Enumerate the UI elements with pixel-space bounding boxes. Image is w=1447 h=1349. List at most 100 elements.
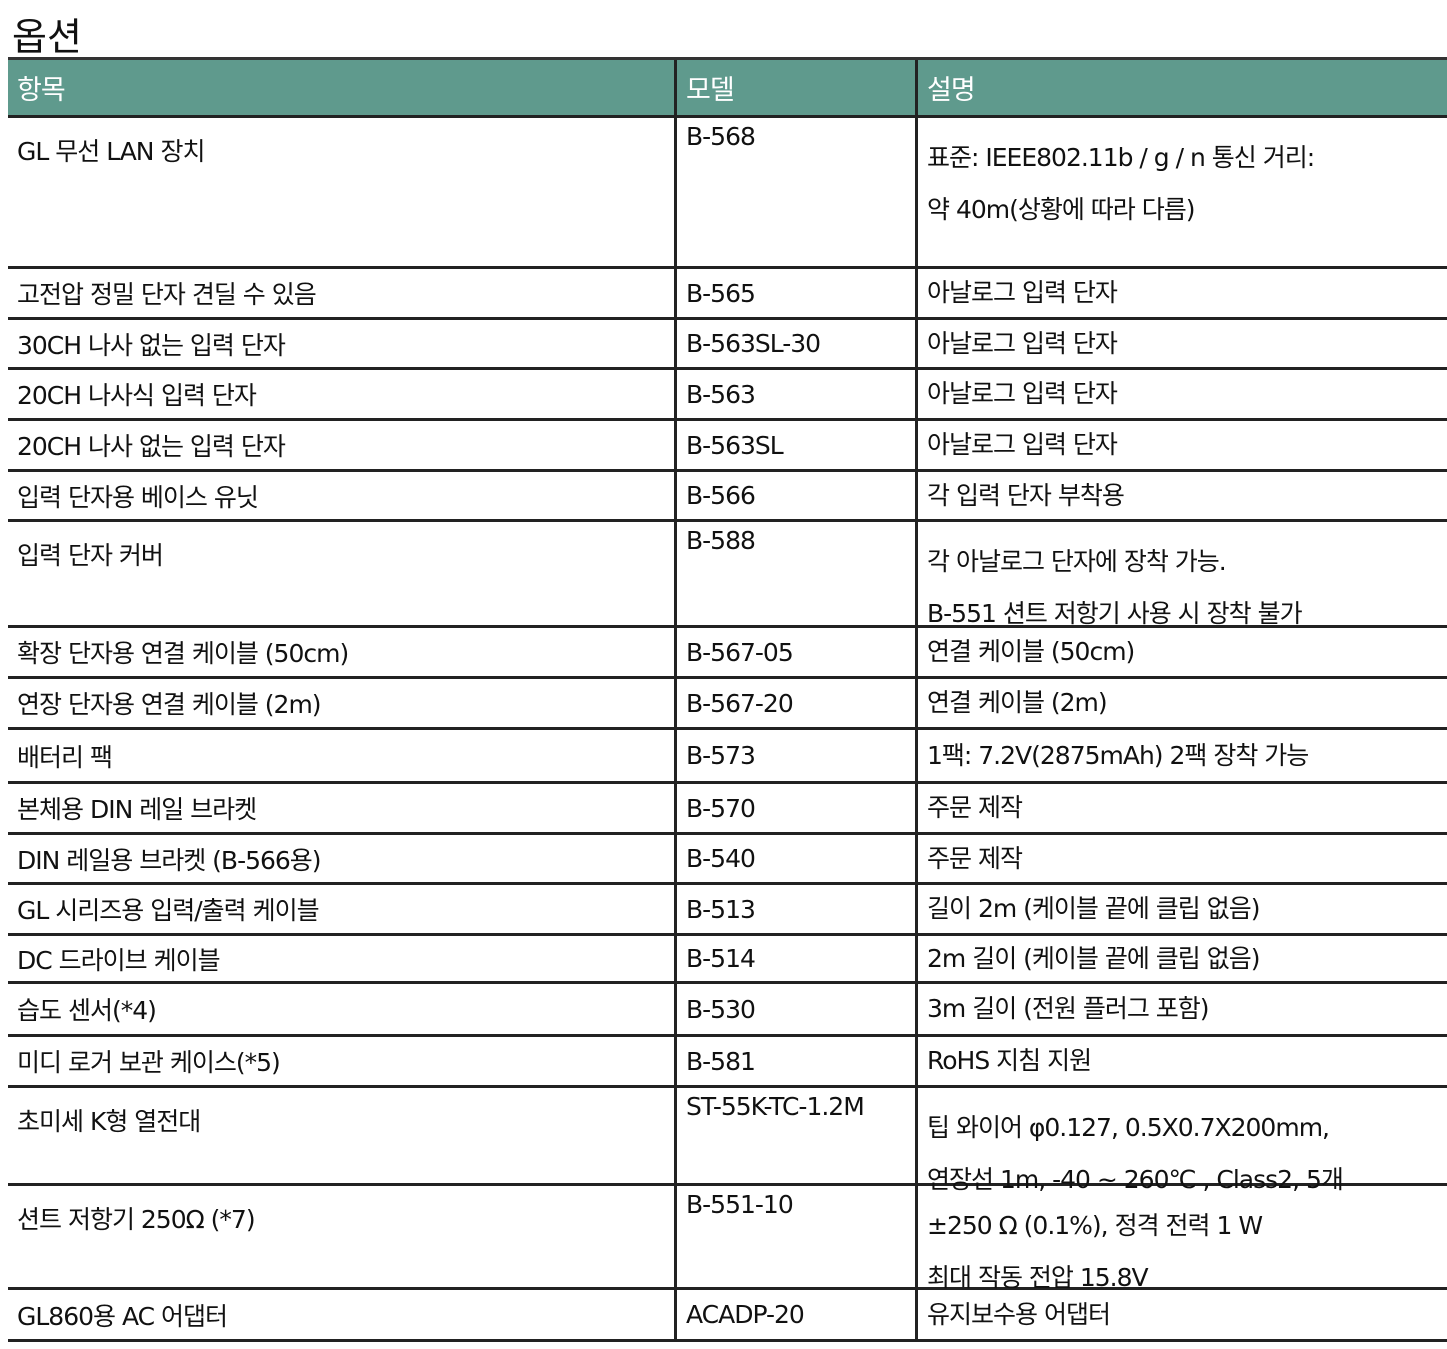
model-cell: B-570 (677, 784, 918, 832)
table-header: 항목 모델 설명 (8, 57, 1447, 118)
item-cell: 확장 단자용 연결 케이블 (50cm) (8, 628, 677, 676)
model-cell: B-530 (677, 984, 918, 1034)
description-line: 아날로그 입력 단자 (927, 278, 1118, 307)
description-line: 팁 와이어 φ0.127, 0.5X0.7X200mm, (927, 1113, 1330, 1142)
description-line: 아날로그 입력 단자 (927, 379, 1118, 408)
table-row: DC 드라이브 케이블 B-514 2m 길이 (케이블 끝에 클립 없음) (8, 936, 1447, 984)
description-cell: 주문 제작 (918, 835, 1447, 882)
item-cell: GL860용 AC 어댑터 (8, 1290, 677, 1339)
table-row: 입력 단자용 베이스 유닛 B-566 각 입력 단자 부착용 (8, 472, 1447, 522)
description-cell: 표준: IEEE802.11b / g / n 통신 거리: 약 40m(상황에 … (918, 118, 1447, 266)
item-cell: DIN 레일용 브라켓 (B-566용) (8, 835, 677, 882)
header-cell: 설명 (927, 75, 976, 106)
table-row: 연장 단자용 연결 케이블 (2m) B-567-20 연결 케이블 (2m) (8, 679, 1447, 730)
item-cell: 션트 저항기 250Ω (*7) (8, 1186, 677, 1287)
description-line: 주문 제작 (927, 793, 1023, 822)
description-cell: 아날로그 입력 단자 (918, 269, 1447, 317)
table-row: 20CH 나사식 입력 단자 B-563 아날로그 입력 단자 (8, 370, 1447, 421)
item-cell: 20CH 나사식 입력 단자 (8, 370, 677, 418)
model-cell: B-567-05 (677, 628, 918, 676)
description-cell: 길이 2m (케이블 끝에 클립 없음) (918, 885, 1447, 933)
description-line: ±250 Ω (0.1%), 정격 전력 1 W (927, 1211, 1263, 1240)
item-cell: 20CH 나사 없는 입력 단자 (8, 421, 677, 469)
model-cell: B-513 (677, 885, 918, 933)
model-cell: B-568 (677, 118, 918, 266)
model-cell: B-563SL-30 (677, 320, 918, 367)
model-cell: B-588 (677, 522, 918, 625)
description-line: 주문 제작 (927, 843, 1023, 873)
table-row: 초미세 K형 열전대 ST-55K-TC-1.2M 팁 와이어 φ0.127, 0.… (8, 1088, 1447, 1194)
item-cell: 입력 단자용 베이스 유닛 (8, 472, 677, 519)
description-cell: 연결 케이블 (50cm) (918, 628, 1447, 676)
description-line: 길이 2m (케이블 끝에 클립 없음) (927, 894, 1261, 923)
description-cell: RoHS 지침 지원 (918, 1037, 1447, 1085)
table-row: GL860용 AC 어댑터 ACADP-20 유지보수용 어댑터 (8, 1290, 1447, 1342)
description-line: 2m 길이 (케이블 끝에 클립 없음) (927, 943, 1261, 973)
description-line: 약 40m(상황에 따라 다름) (927, 195, 1196, 224)
table-row: 본체용 DIN 레일 브라켓 B-570 주문 제작 (8, 784, 1447, 835)
model-cell: B-563SL (677, 421, 918, 469)
description-cell: 아날로그 입력 단자 (918, 320, 1447, 367)
description-line: 유지보수용 어댑터 (927, 1299, 1111, 1329)
model-cell: B-581 (677, 1037, 918, 1085)
item-cell: GL 시리즈용 입력/출력 케이블 (8, 885, 677, 933)
model-cell: B-563 (677, 370, 918, 418)
description-line: 연결 케이블 (50cm) (927, 637, 1135, 666)
table-row: 고전압 정밀 단자 견딜 수 있음 B-565 아날로그 입력 단자 (8, 269, 1447, 320)
item-cell: 30CH 나사 없는 입력 단자 (8, 320, 677, 367)
table-row: 확장 단자용 연결 케이블 (50cm) B-567-05 연결 케이블 (50cm… (8, 628, 1447, 679)
description-line: B-551 션트 저항기 사용 시 장착 불가 (927, 599, 1303, 628)
description-line: 3m 길이 (전원 플러그 포함) (927, 994, 1210, 1023)
description-cell: 2m 길이 (케이블 끝에 클립 없음) (918, 936, 1447, 981)
table-row: GL 무선 LAN 장치 B-568 표준: IEEE802.11b / g / n… (8, 118, 1447, 269)
description-line: RoHS 지침 지원 (927, 1046, 1092, 1075)
item-cell: 고전압 정밀 단자 견딜 수 있음 (8, 269, 677, 317)
description-cell: 1팩: 7.2V(2875mAh) 2팩 장착 가능 (918, 730, 1447, 781)
item-cell: 연장 단자용 연결 케이블 (2m) (8, 679, 677, 727)
description-line: 아날로그 입력 단자 (927, 430, 1118, 459)
model-cell: B-514 (677, 936, 918, 981)
description-cell: 3m 길이 (전원 플러그 포함) (918, 984, 1447, 1034)
item-cell: 미디 로거 보관 케이스(*5) (8, 1037, 677, 1085)
description-line: 각 아날로그 단자에 장착 가능. (927, 547, 1227, 576)
description-line: 아날로그 입력 단자 (927, 328, 1118, 358)
description-line: 각 입력 단자 부착용 (927, 480, 1125, 510)
model-cell: B-540 (677, 835, 918, 882)
table-row: 습도 센서(*4) B-530 3m 길이 (전원 플러그 포함) (8, 984, 1447, 1037)
item-cell: DC 드라이브 케이블 (8, 936, 677, 981)
item-cell: 초미세 K형 열전대 (8, 1088, 677, 1183)
model-cell: B-573 (677, 730, 918, 781)
item-cell: 습도 센서(*4) (8, 984, 677, 1034)
description-cell: 각 입력 단자 부착용 (918, 472, 1447, 519)
item-cell: GL 무선 LAN 장치 (8, 118, 677, 266)
description-cell: 팁 와이어 φ0.127, 0.5X0.7X200mm, 연장선 1m, -40 … (918, 1088, 1447, 1194)
table-row: 30CH 나사 없는 입력 단자 B-563SL-30 아날로그 입력 단자 (8, 320, 1447, 370)
table-row: DIN 레일용 브라켓 (B-566용) B-540 주문 제작 (8, 835, 1447, 885)
description-line: 최대 작동 전압 15.8V (927, 1263, 1149, 1292)
model-cell: B-567-20 (677, 679, 918, 727)
description-cell: 아날로그 입력 단자 (918, 421, 1447, 469)
table-row: 20CH 나사 없는 입력 단자 B-563SL 아날로그 입력 단자 (8, 421, 1447, 472)
description-line: 표준: IEEE802.11b / g / n 통신 거리: (927, 143, 1315, 172)
header-cell: 모델 (677, 60, 918, 115)
table-row: GL 시리즈용 입력/출력 케이블 B-513 길이 2m (케이블 끝에 클립 없… (8, 885, 1447, 936)
description-line: 연결 케이블 (2m) (927, 688, 1108, 717)
description-cell: 주문 제작 (918, 784, 1447, 832)
item-cell: 배터리 팩 (8, 730, 677, 781)
item-cell: 본체용 DIN 레일 브라켓 (8, 784, 677, 832)
item-cell: 입력 단자 커버 (8, 522, 677, 625)
table-row: 배터리 팩 B-573 1팩: 7.2V(2875mAh) 2팩 장착 가능 (8, 730, 1447, 784)
model-cell: B-551-10 (677, 1186, 918, 1287)
model-cell: B-566 (677, 472, 918, 519)
description-cell: 유지보수용 어댑터 (918, 1290, 1447, 1339)
table-row: 입력 단자 커버 B-588 각 아날로그 단자에 장착 가능. B-551 션트 저… (8, 522, 1447, 628)
description-cell: 아날로그 입력 단자 (918, 370, 1447, 418)
model-cell: B-565 (677, 269, 918, 317)
header-cell: 항목 (8, 60, 677, 115)
description-cell: ±250 Ω (0.1%), 정격 전력 1 W 최대 작동 전압 15.8V (918, 1186, 1447, 1292)
model-cell: ST-55K-TC-1.2M (677, 1088, 918, 1183)
page-title: 옵션 (12, 15, 82, 59)
table-row: 미디 로거 보관 케이스(*5) B-581 RoHS 지침 지원 (8, 1037, 1447, 1088)
description-line: 연장선 1m, -40 ~ 260℃ , Class2, 5개 (927, 1165, 1344, 1194)
